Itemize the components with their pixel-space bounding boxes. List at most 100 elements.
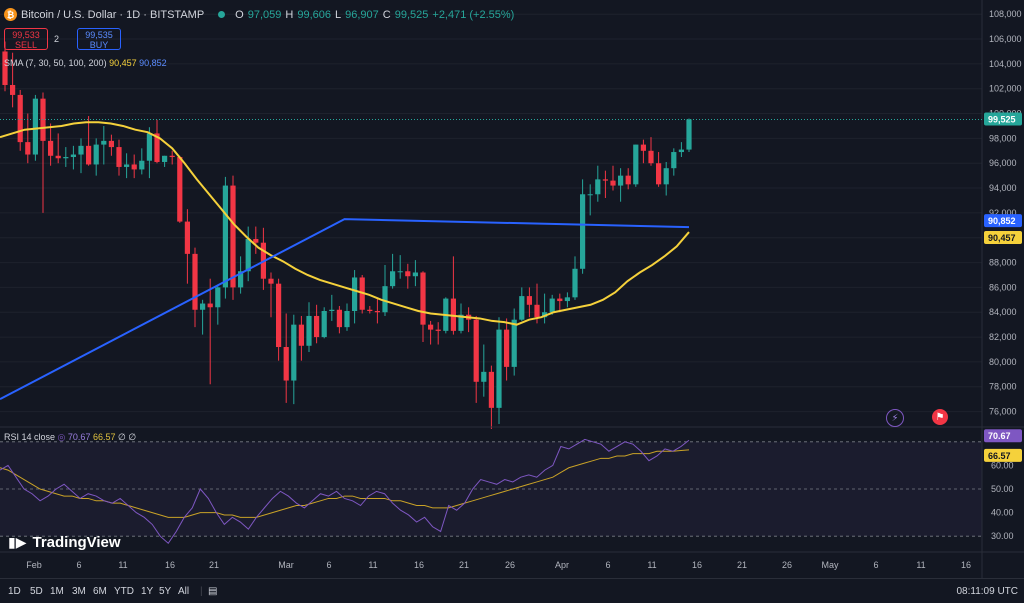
candle-body [671, 152, 677, 169]
time-tick-label: 6 [873, 560, 878, 570]
time-tick-label: 6 [326, 560, 331, 570]
rsi-ma-axis-label: 66.57 [988, 451, 1011, 461]
chart-canvas[interactable]: 108,000106,000104,000102,000100,00098,00… [0, 0, 1024, 578]
tf-5d[interactable]: 5D [30, 586, 43, 597]
tf-5y[interactable]: 5Y [159, 586, 172, 597]
candle-body [458, 314, 464, 331]
close-value: 99,525 [394, 8, 429, 21]
time-tick-label: Feb [26, 560, 42, 570]
bitcoin-icon: ₿ [4, 8, 17, 21]
candle-body [200, 303, 206, 310]
time-tick-label: 26 [782, 560, 792, 570]
candle-body [207, 303, 213, 308]
tf-1d[interactable]: 1D [8, 586, 21, 597]
sell-button[interactable]: 99,533 SELL [4, 28, 48, 50]
tf-3m[interactable]: 3M [72, 586, 86, 597]
rsi-legend[interactable]: RSI 14 close ◎ 70.67 66.57 ∅ ∅ [4, 432, 136, 443]
candle-body [435, 329, 441, 331]
toolbar-divider: | [200, 586, 203, 597]
market-status-icon [218, 11, 226, 18]
tf-1y[interactable]: 1Y [141, 586, 154, 597]
rsi-panel [0, 438, 982, 545]
candle-body [587, 194, 593, 196]
last-price-label-bg [984, 112, 1022, 126]
price-tick-label: 84,000 [989, 307, 1017, 317]
price-grid [0, 13, 982, 413]
date-range-icon[interactable]: ▤ [208, 586, 218, 597]
bottom-toolbar: 1D 5D 1M 3M 6M YTD 1Y 5Y All | ▤ 08:11:0… [0, 578, 1024, 603]
last-price-label: 99,525 [988, 114, 1016, 124]
tf-all[interactable]: All [178, 586, 190, 597]
candle-body [55, 155, 61, 159]
rsi-extra: ∅ ∅ [118, 432, 137, 442]
candle-body [648, 150, 654, 164]
time-tick-label: 11 [118, 560, 127, 570]
candle-body [519, 296, 525, 320]
rsi-axis-label: 70.67 [988, 431, 1011, 441]
sell-label: SELL [14, 40, 38, 50]
price-tick-label: 106,000 [989, 34, 1022, 44]
sma-blue-label: 90,852 [988, 216, 1016, 226]
candle-body [169, 155, 175, 158]
sma-yellow-label-bg [984, 231, 1022, 245]
candle-body [534, 304, 540, 318]
candle-body [78, 145, 84, 155]
candle-body [390, 271, 396, 287]
change-value: +2,471 (+2.55%) [432, 8, 515, 21]
candle-body [526, 296, 532, 305]
lightning-icon[interactable]: ⚡ [886, 409, 904, 427]
candle-body [412, 272, 418, 277]
price-tick-label: 94,000 [989, 183, 1017, 193]
time-tick-label: 26 [505, 560, 515, 570]
tf-ytd[interactable]: YTD [114, 586, 134, 597]
candle-body [686, 119, 692, 150]
candle-body [640, 144, 646, 151]
candle-body [405, 271, 411, 277]
candle-body [329, 309, 335, 311]
sma-yellow-label: 90,457 [988, 233, 1016, 243]
symbol-name[interactable]: Bitcoin / U.S. Dollar · 1D · BITSTAMP [21, 8, 205, 21]
us-flag-icon[interactable]: ⚑ [932, 409, 948, 425]
candle-body [336, 309, 342, 328]
rsi-axis-label-bg [984, 429, 1022, 443]
rsi-settings-icon[interactable]: ◎ [57, 432, 66, 442]
rsi-value: 70.67 [67, 432, 91, 442]
time-tick-label: 16 [961, 560, 971, 570]
candle-body [374, 310, 380, 313]
candle-body [283, 347, 289, 381]
candle-body [124, 164, 130, 167]
candle-body [25, 142, 31, 155]
price-tick-label: 88,000 [989, 258, 1017, 268]
candle-body [222, 185, 228, 288]
candle-body [101, 140, 107, 145]
time-tick-label: Mar [278, 560, 294, 570]
candle-body [276, 283, 282, 348]
sma-legend[interactable]: SMA (7, 30, 50, 100, 200) 90,457 90,852 [4, 58, 167, 68]
candle-body [184, 221, 190, 254]
time-tick-label: 11 [368, 560, 377, 570]
candle-body [542, 312, 548, 318]
candle-body [230, 185, 236, 288]
time-tick-label: 6 [605, 560, 610, 570]
candle-body [625, 175, 631, 185]
buy-button[interactable]: 99,535 BUY [77, 28, 121, 50]
candle-body [306, 315, 312, 346]
candle-body [245, 238, 251, 272]
open-value: 97,059 [247, 8, 282, 21]
tf-6m[interactable]: 6M [93, 586, 107, 597]
clock[interactable]: 08:11:09 UTC [956, 586, 1018, 597]
candle-body [146, 133, 152, 161]
candle-body [93, 144, 99, 165]
candle-body [504, 329, 510, 367]
candle-body [108, 140, 114, 148]
candle-body [131, 164, 137, 170]
rsi-tick-label: 40.00 [991, 508, 1014, 518]
candle-body [367, 309, 373, 311]
candle-body [116, 147, 122, 167]
tf-1m[interactable]: 1M [50, 586, 64, 597]
candle-body [602, 179, 608, 181]
brand-text: TradingView [32, 534, 121, 551]
candle-body [678, 149, 684, 153]
time-tick-label: 16 [165, 560, 175, 570]
candle-body [63, 157, 69, 159]
